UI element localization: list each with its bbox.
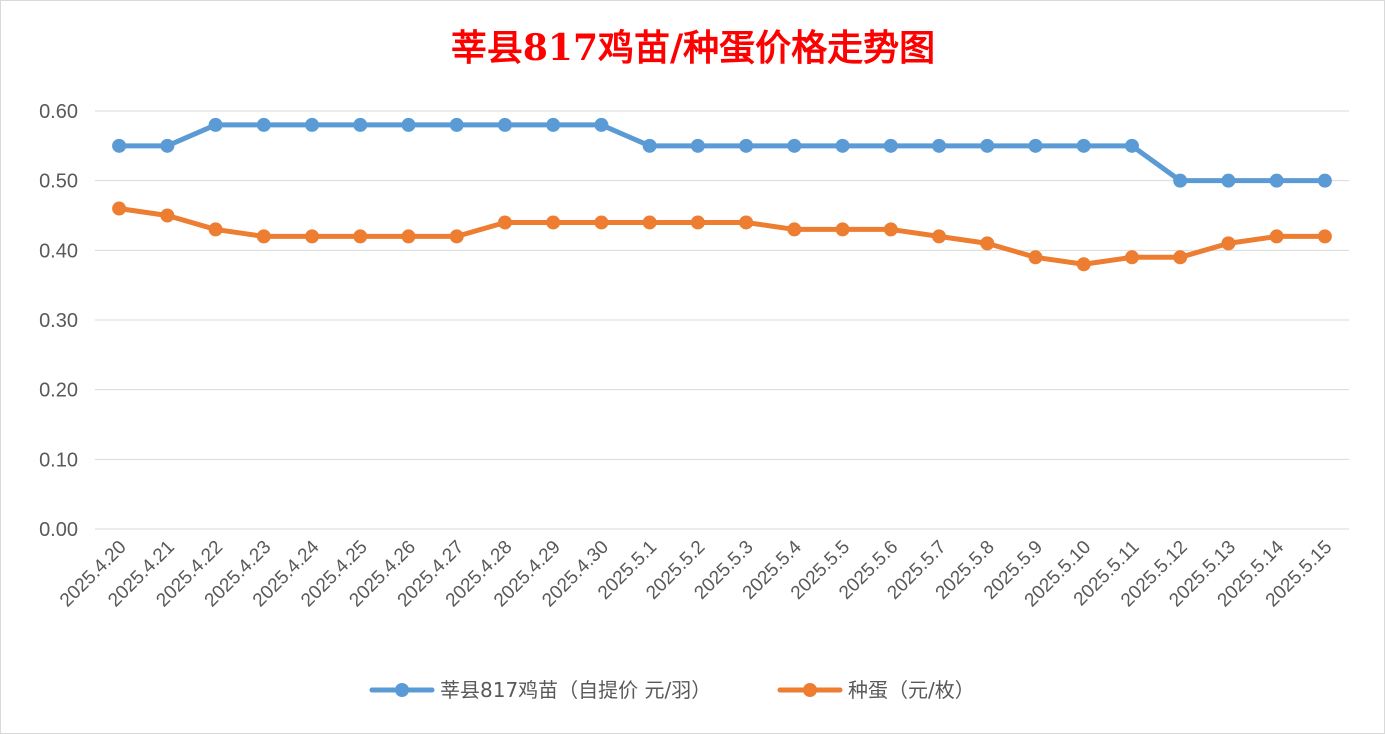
gridlines	[95, 110, 1349, 530]
data-point	[449, 229, 464, 244]
data-point	[208, 222, 223, 237]
data-point	[208, 117, 223, 132]
data-point	[1173, 173, 1188, 188]
data-point	[353, 117, 368, 132]
data-point	[883, 222, 898, 237]
chart-title: 莘县817鸡苗/种蛋价格走势图	[451, 27, 935, 69]
y-tick-label: 0.20	[39, 380, 78, 402]
data-point	[112, 138, 127, 153]
series-layer	[112, 117, 1332, 272]
data-point	[787, 138, 802, 153]
data-point	[642, 215, 657, 230]
data-point	[1173, 250, 1188, 265]
y-axis-ticks: 0.00 0.10 0.20 0.30 0.40 0.50 0.60	[39, 101, 78, 541]
data-point	[353, 229, 368, 244]
y-tick-label: 0.40	[39, 240, 78, 262]
legend-item-chick: 莘县817鸡苗（自提价 元/羽）	[369, 678, 711, 702]
legend-marker-chick	[395, 683, 409, 697]
data-point	[690, 215, 705, 230]
series-line	[116, 206, 1328, 267]
data-point	[401, 117, 416, 132]
data-point	[739, 138, 754, 153]
data-point	[1221, 173, 1236, 188]
data-point	[1317, 229, 1332, 244]
data-point	[1124, 138, 1139, 153]
y-tick-label: 0.30	[39, 310, 78, 332]
data-point	[883, 138, 898, 153]
x-axis-ticks: 2025.4.202025.4.212025.4.222025.4.232025…	[56, 536, 1336, 611]
legend-marker-egg	[803, 683, 817, 697]
series-0	[112, 117, 1332, 188]
data-point	[1076, 257, 1091, 272]
data-point	[112, 201, 127, 216]
data-point	[980, 138, 995, 153]
data-point	[1124, 250, 1139, 265]
data-point	[1269, 173, 1284, 188]
data-point	[594, 117, 609, 132]
data-point	[449, 117, 464, 132]
legend-label-chick: 莘县817鸡苗（自提价 元/羽）	[440, 678, 711, 702]
data-point	[932, 229, 947, 244]
data-point	[546, 215, 561, 230]
legend-item-egg: 种蛋（元/枚）	[777, 678, 975, 702]
data-point	[642, 138, 657, 153]
data-point	[401, 229, 416, 244]
data-point	[1076, 138, 1091, 153]
data-point	[835, 222, 850, 237]
data-point	[739, 215, 754, 230]
data-point	[690, 138, 705, 153]
data-point	[497, 215, 512, 230]
data-point	[497, 117, 512, 132]
data-point	[1317, 173, 1332, 188]
data-point	[160, 138, 175, 153]
data-point	[1028, 138, 1043, 153]
data-point	[932, 138, 947, 153]
legend-label-egg: 种蛋（元/枚）	[848, 678, 975, 702]
data-point	[1028, 250, 1043, 265]
y-tick-label: 0.00	[39, 519, 78, 541]
series-1	[112, 201, 1332, 272]
series-line	[116, 122, 1328, 184]
data-point	[980, 236, 995, 251]
data-point	[787, 222, 802, 237]
data-point	[305, 229, 320, 244]
data-point	[256, 229, 271, 244]
y-tick-label: 0.60	[39, 101, 78, 123]
y-tick-label: 0.10	[39, 449, 78, 471]
data-point	[1269, 229, 1284, 244]
data-point	[546, 117, 561, 132]
data-point	[160, 208, 175, 223]
data-point	[305, 117, 320, 132]
data-point	[835, 138, 850, 153]
data-point	[594, 215, 609, 230]
data-point	[1221, 236, 1236, 251]
y-tick-label: 0.50	[39, 171, 78, 193]
data-point	[256, 117, 271, 132]
legend: 莘县817鸡苗（自提价 元/羽） 种蛋（元/枚）	[369, 678, 975, 702]
